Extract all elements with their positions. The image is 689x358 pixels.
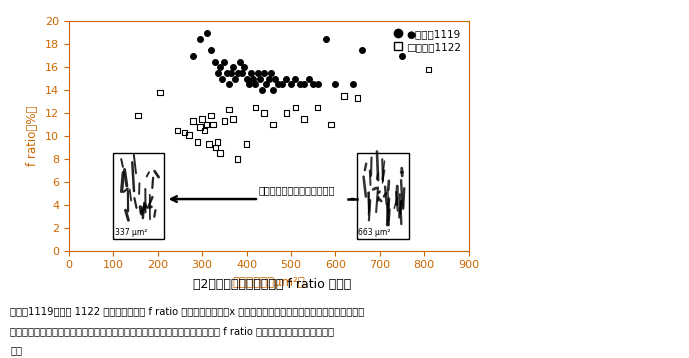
X-axis label: 染色体面積（μm²）: 染色体面積（μm²） <box>232 276 305 289</box>
Point <box>270 76 281 82</box>
Point <box>299 116 310 122</box>
Text: 663 μm²: 663 μm² <box>358 228 391 237</box>
Point <box>230 76 241 82</box>
Bar <box>113 153 165 239</box>
Point <box>214 150 225 156</box>
Text: 細胞分裂ステージの進行方向: 細胞分裂ステージの進行方向 <box>258 185 334 195</box>
Point <box>303 76 314 82</box>
Point <box>290 105 301 110</box>
Point <box>250 82 261 87</box>
Point <box>423 67 434 72</box>
Point <box>396 53 407 59</box>
Point <box>261 82 272 87</box>
Point <box>210 145 221 150</box>
Point <box>232 70 243 76</box>
Point <box>245 70 256 76</box>
Point <box>154 90 165 95</box>
Bar <box>357 153 409 239</box>
Point <box>241 76 252 82</box>
Point <box>267 122 278 127</box>
Point <box>210 59 221 64</box>
Point <box>232 156 243 162</box>
Point <box>187 53 198 59</box>
Point <box>294 82 305 87</box>
Point <box>330 82 341 87</box>
Text: 図2　細胞分裂ステージと f ratio の関係: 図2 細胞分裂ステージと f ratio の関係 <box>193 278 351 291</box>
Point <box>225 70 236 76</box>
Point <box>281 110 292 116</box>
Point <box>259 110 270 116</box>
Point <box>207 122 218 127</box>
Point <box>221 70 232 76</box>
Point <box>339 93 350 99</box>
Point <box>290 76 301 82</box>
Point <box>201 122 212 127</box>
Point <box>192 139 203 145</box>
Point <box>212 139 223 145</box>
Point <box>212 70 223 76</box>
Point <box>250 105 261 110</box>
Point <box>179 130 190 135</box>
Point <box>227 116 238 122</box>
Point <box>267 87 278 93</box>
Point <box>227 64 238 70</box>
Text: 分裂ステージが進んでいることを示す。いずれの細胞分裂ステージにおいても f ratio は安定していることがわかっ: 分裂ステージが進んでいることを示す。いずれの細胞分裂ステージにおいても f ra… <box>10 326 334 336</box>
Point <box>216 76 227 82</box>
Point <box>247 76 258 82</box>
Point <box>299 82 310 87</box>
Point <box>187 118 198 124</box>
Text: 栄養祳1119および 1122 の染色体面積と f ratio をプロットした。x 軸の面積値が小さいほど、染色体が凝縮し細胞: 栄養祳1119および 1122 の染色体面積と f ratio をプロットした。… <box>10 306 364 316</box>
Point <box>254 76 265 82</box>
Point <box>356 47 367 53</box>
Point <box>194 124 205 130</box>
Point <box>199 127 210 133</box>
Point <box>205 47 216 53</box>
Point <box>252 70 263 76</box>
Point <box>201 30 212 36</box>
Point <box>239 64 250 70</box>
Point <box>203 141 214 147</box>
Point <box>243 82 254 87</box>
Point <box>347 82 358 87</box>
Point <box>285 82 296 87</box>
Point <box>321 36 332 42</box>
Point <box>352 95 363 101</box>
Point <box>214 64 225 70</box>
Point <box>219 59 230 64</box>
Point <box>205 112 216 118</box>
Point <box>132 112 143 118</box>
Point <box>223 82 234 87</box>
Text: た。: た。 <box>10 345 22 355</box>
Point <box>236 70 247 76</box>
Point <box>223 107 234 112</box>
Point <box>276 82 287 87</box>
Point <box>265 70 276 76</box>
Point <box>234 59 245 64</box>
Point <box>263 76 274 82</box>
Point <box>259 70 270 76</box>
Point <box>172 127 183 133</box>
Point <box>196 116 207 122</box>
Y-axis label: f ratio（%）: f ratio（%） <box>26 106 39 166</box>
Point <box>312 82 323 87</box>
Point <box>256 87 267 93</box>
Point <box>272 82 283 87</box>
Point <box>307 82 318 87</box>
Point <box>194 36 205 42</box>
Legend: ●栄養祳1119, □栄養祳1122: ●栄養祳1119, □栄養祳1122 <box>391 27 463 54</box>
Point <box>219 118 230 124</box>
Point <box>281 76 292 82</box>
Point <box>312 105 323 110</box>
Point <box>183 132 194 138</box>
Point <box>241 141 252 147</box>
Point <box>325 122 336 127</box>
Text: 337 μm²: 337 μm² <box>115 228 147 237</box>
